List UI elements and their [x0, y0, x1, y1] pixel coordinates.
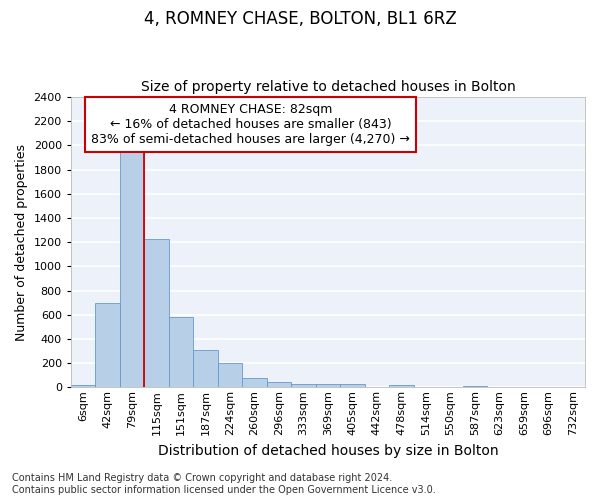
X-axis label: Distribution of detached houses by size in Bolton: Distribution of detached houses by size …: [158, 444, 498, 458]
Title: Size of property relative to detached houses in Bolton: Size of property relative to detached ho…: [140, 80, 515, 94]
Bar: [169, 317, 193, 388]
Text: 4, ROMNEY CHASE, BOLTON, BL1 6RZ: 4, ROMNEY CHASE, BOLTON, BL1 6RZ: [143, 10, 457, 28]
Y-axis label: Number of detached properties: Number of detached properties: [15, 144, 28, 340]
Bar: [95, 302, 120, 388]
Bar: [267, 382, 291, 388]
Bar: [340, 384, 365, 388]
Bar: [218, 363, 242, 388]
Bar: [316, 384, 340, 388]
Text: Contains HM Land Registry data © Crown copyright and database right 2024.
Contai: Contains HM Land Registry data © Crown c…: [12, 474, 436, 495]
Bar: [71, 386, 95, 388]
Bar: [144, 238, 169, 388]
Bar: [463, 386, 487, 388]
Bar: [389, 386, 413, 388]
Bar: [242, 378, 267, 388]
Bar: [193, 350, 218, 388]
Text: 4 ROMNEY CHASE: 82sqm
← 16% of detached houses are smaller (843)
83% of semi-det: 4 ROMNEY CHASE: 82sqm ← 16% of detached …: [91, 103, 410, 146]
Bar: [120, 152, 144, 388]
Bar: [291, 384, 316, 388]
